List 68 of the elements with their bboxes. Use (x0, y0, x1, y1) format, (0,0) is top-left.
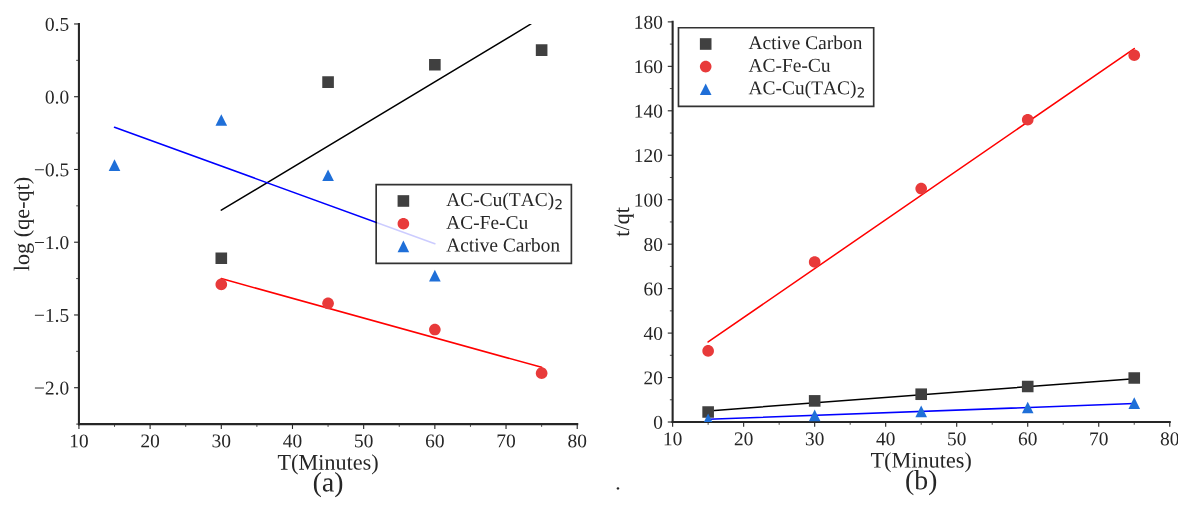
y-tick-label: −2.0 (34, 381, 69, 395)
y-tick-label: 180 (635, 15, 663, 29)
x-tick-label: 50 (948, 432, 966, 446)
y-tick-label: 60 (644, 282, 663, 296)
point (429, 58, 441, 71)
x-tick-label: 60 (1018, 432, 1037, 446)
x-tick-label: 30 (212, 434, 231, 448)
point (808, 256, 821, 268)
point (535, 44, 548, 56)
point (915, 182, 928, 195)
point (702, 345, 714, 357)
x-tick-label: 20 (141, 434, 160, 448)
y-tick-label: −1.5 (34, 308, 69, 322)
x-tick-label: 10 (70, 434, 88, 448)
point (1128, 397, 1141, 409)
y-axis-title: t/qt (614, 207, 634, 237)
x-tick-label: 70 (1090, 432, 1108, 446)
y-axis-title: log (qe-qt) (13, 177, 34, 271)
x-tick-label: 20 (734, 432, 753, 446)
y-tick-label: −1.0 (34, 236, 69, 250)
text: . (616, 487, 620, 490)
text: (b) (906, 470, 937, 496)
x-tick-label: 80 (568, 434, 587, 448)
legend-label: AC-Fe-Cu (446, 215, 528, 230)
y-tick-label: 40 (643, 326, 663, 341)
point (108, 159, 121, 171)
point (322, 169, 334, 182)
point (215, 252, 228, 265)
x-tick-label: 80 (1160, 432, 1178, 446)
point (702, 406, 714, 418)
x-tick-label: 70 (497, 434, 516, 448)
x-tick-label: 60 (425, 434, 444, 448)
x-tick-label: 40 (283, 434, 302, 448)
point (915, 405, 928, 418)
x-tick-label: 40 (876, 432, 895, 446)
point (215, 278, 228, 291)
point (1128, 49, 1141, 62)
point (808, 395, 821, 407)
y-tick-label: 140 (635, 104, 663, 118)
point (915, 388, 928, 401)
y-tick-label: −0.5 (34, 163, 69, 177)
point (1021, 401, 1034, 414)
y-tick-label: 160 (635, 60, 663, 74)
legend-label: AC-Fe-Cu (748, 58, 831, 72)
point (1021, 113, 1034, 126)
y-tick-label: 0.5 (45, 17, 69, 31)
point (322, 297, 334, 310)
y-tick-label: 120 (635, 149, 663, 163)
y-tick-label: 100 (635, 193, 663, 207)
point (535, 367, 548, 379)
point (322, 76, 334, 88)
y-tick-label: 20 (644, 371, 663, 385)
x-tick-label: 10 (664, 432, 682, 446)
point (1021, 380, 1034, 393)
y-tick-label: 0 (653, 415, 663, 429)
point (429, 323, 441, 336)
x-tick-label: 30 (805, 432, 824, 446)
point (215, 114, 228, 126)
point (1128, 372, 1141, 384)
legend-label: AC-Cu(TAC)$_{2}$ (446, 192, 562, 211)
y-tick-label: 80 (644, 237, 663, 252)
legend-label: AC-Cu(TAC)$_{2}$ (748, 80, 864, 99)
x-tick-label: 50 (355, 434, 373, 448)
legend-label: Active Carbon (446, 237, 560, 252)
point (808, 409, 821, 422)
x-axis-title: T(Minutes) (870, 452, 971, 473)
legend-label: Active Carbon (748, 35, 863, 50)
y-tick-label: 0.0 (45, 90, 69, 104)
